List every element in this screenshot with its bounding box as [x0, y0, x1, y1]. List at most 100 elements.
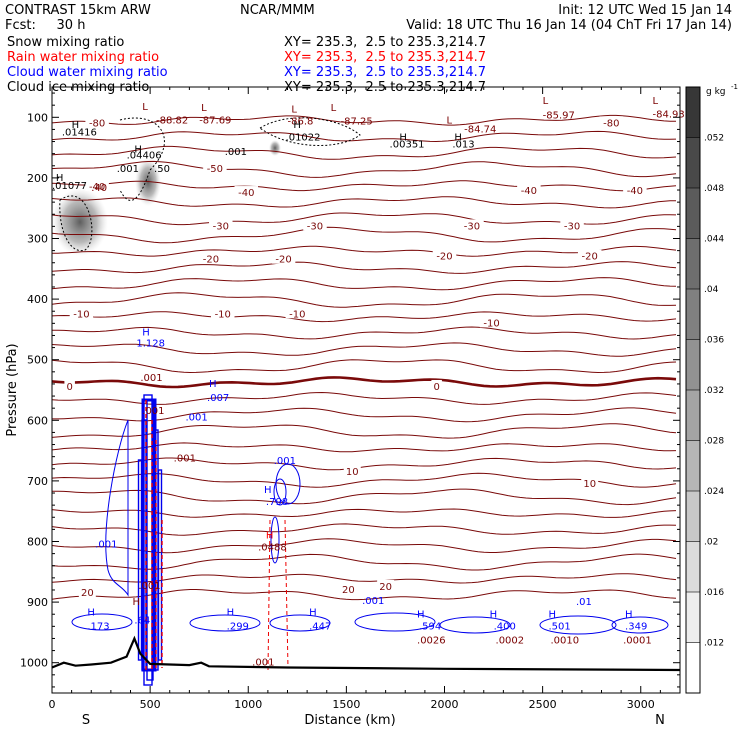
x-tick-label: 1000: [234, 698, 262, 711]
cloud-water-contour: [539, 615, 617, 635]
extrema-label: H: [417, 609, 425, 620]
temperature-label: -10: [289, 309, 305, 320]
extrema-label: H: [309, 607, 317, 618]
cloud-water-contour: [439, 616, 511, 634]
temperature-label-bg: [234, 186, 259, 198]
extrema-label: .001: [117, 164, 139, 175]
temperature-label-bg: [623, 184, 647, 196]
extrema-label: .001: [174, 454, 196, 465]
colorbar-tick-label: .02: [704, 538, 718, 548]
extrema-label: .001: [140, 373, 162, 384]
extrema-label: .0002: [496, 635, 525, 646]
temperature-label: -80: [603, 118, 619, 129]
x-tick-label: 2000: [431, 698, 459, 711]
colorbar: .052 .048 .044 .04 .036 .032 .028 .024 .02 .016 .0…: [685, 86, 724, 694]
y-tick-label: 600: [27, 414, 48, 427]
north-label: N: [655, 713, 665, 728]
extrema-label: .447: [309, 621, 331, 632]
colorbar-tick-label: .052: [704, 134, 724, 144]
temperature-contour: [52, 245, 677, 257]
extrema-label: L: [201, 103, 207, 114]
extrema-label: .001: [138, 581, 160, 592]
temperature-label: -30: [564, 221, 580, 232]
extrema-label: 1.128: [136, 338, 165, 349]
y-tick-label: 1000: [20, 657, 48, 670]
extrema-label: .001: [362, 596, 384, 607]
temperature-label: -80: [89, 118, 105, 129]
extrema-label: .400: [494, 621, 516, 632]
extrema-label: L: [331, 103, 337, 114]
extrema-label: .01: [576, 597, 592, 608]
temperature-contour: [52, 277, 677, 291]
extrema-label: H: [625, 609, 633, 620]
snow-contour: [119, 117, 165, 201]
extrema-label: .001: [95, 540, 117, 551]
y-tick-label: 100: [27, 111, 48, 124]
temperature-contour: [52, 145, 677, 160]
extrema-label: L: [446, 115, 452, 126]
x-tick-label: 0: [49, 698, 56, 711]
temperature-contour: [52, 342, 677, 357]
temperature-label-bg: [203, 161, 227, 173]
temperature-label-bg: [69, 307, 94, 319]
extrema-label: H: [132, 597, 140, 608]
temperature-contour: [52, 130, 677, 143]
mixing-contours: [59, 117, 669, 686]
cloud-water-contour: [71, 613, 133, 631]
extrema-label: H: [56, 173, 64, 184]
temperature-label: 20: [379, 582, 392, 593]
temperature-label: -40: [627, 186, 643, 197]
y-tick-label: 400: [27, 293, 48, 306]
extrema-label: .0010: [550, 635, 579, 646]
valid-time: Valid: 18 UTC Thu 16 Jan 14 (04 ChT Fri …: [406, 18, 732, 33]
cloud-water-contour: [105, 419, 129, 597]
extrema-label: -84.93: [653, 109, 685, 120]
cloud-water-core: [141, 398, 157, 672]
extrema-label: .50: [154, 164, 170, 175]
extrema-labels: L-88.82L-87.69L-86.8L-87.25 L-84.74L-85.9…: [52, 96, 685, 669]
temperature-label: -50: [207, 164, 223, 175]
colorbar-tick-label: .044: [704, 235, 724, 245]
cloud-water-contour: [611, 616, 669, 634]
temperature-contour: [52, 261, 677, 274]
temperature-label-bg: [64, 379, 75, 391]
temperature-contour: [52, 376, 677, 389]
extrema-label: .0026: [417, 635, 446, 646]
colorbar-cell: [686, 188, 700, 239]
colorbar-unit: g kg: [706, 87, 726, 97]
extrema-label: .001: [185, 412, 207, 423]
ice-blob: [269, 140, 281, 156]
extrema-label: .594: [419, 621, 441, 632]
y-tick-label: 800: [27, 536, 48, 549]
temperature-label-bg: [271, 252, 296, 264]
extrema-label: H: [293, 120, 301, 131]
snow-contour: [59, 195, 93, 252]
colorbar-cell: [686, 238, 700, 290]
extrema-label: H: [142, 327, 150, 338]
colorbar-tick-label: .048: [704, 184, 724, 194]
temperature-label: -40: [238, 188, 254, 199]
temperature-label-bg: [199, 252, 223, 264]
extrema-label: .01416: [62, 127, 97, 138]
x-tick-label: 3000: [627, 698, 655, 711]
rain-contour: [284, 519, 289, 669]
colorbar-cell: [686, 592, 700, 643]
y-tick-label: 200: [27, 172, 48, 185]
extrema-label: L: [543, 96, 549, 107]
x-axis: 0 500 1000 1500 2000 2500 3000: [49, 87, 661, 711]
colorbar-cell: [686, 339, 700, 391]
temperature-labels: -80 -80 -50 -40 -40 -40 -40 -30 -30 -30 -30 -20 -20 -…: [64, 116, 647, 599]
cloud-water-contour: [269, 614, 331, 632]
extrema-label: .001: [274, 456, 296, 467]
x-tick-label: 500: [140, 698, 161, 711]
agency-label: NCAR/MMM: [240, 3, 315, 18]
field-label-snow: Snow mixing ratio: [7, 35, 125, 50]
temperature-contour: [52, 196, 677, 209]
init-time: Init: 12 UTC Wed 15 Jan 14: [558, 3, 732, 18]
extrema-label: .173: [87, 621, 109, 632]
cloud-water-contour: [275, 463, 301, 505]
temperature-label: -20: [275, 255, 291, 266]
colorbar-tick-label: .024: [704, 487, 724, 497]
field-xy-cloud-water: XY= 235.3, 2.5 to 235.3,214.7: [284, 65, 487, 80]
